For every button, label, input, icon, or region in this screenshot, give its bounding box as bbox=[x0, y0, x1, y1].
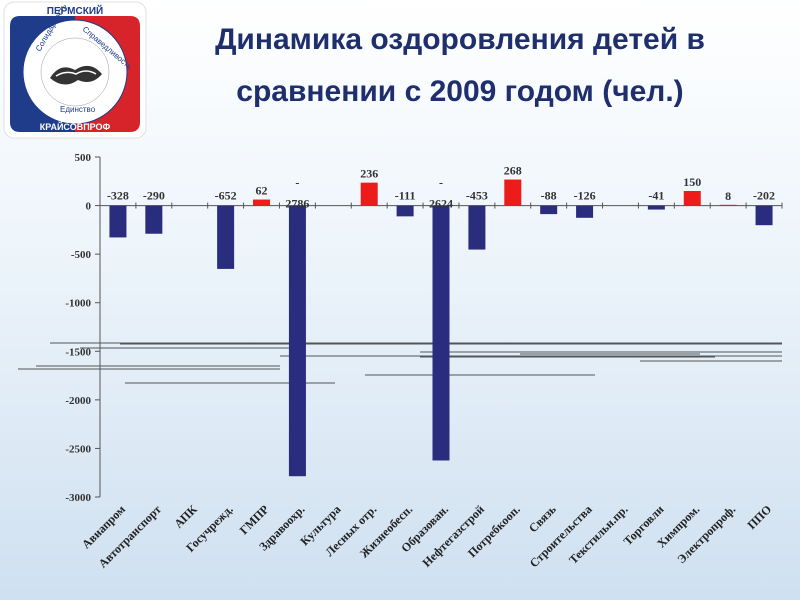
decorative-lines bbox=[18, 342, 782, 384]
data-label: -88 bbox=[541, 189, 557, 203]
category-label: АПК bbox=[171, 502, 200, 531]
data-label: -126 bbox=[574, 189, 596, 203]
y-tick-label: -2000 bbox=[65, 395, 91, 407]
data-label-sign: - bbox=[439, 176, 443, 190]
page-title: Динамика оздоровления детей в сравнении … bbox=[160, 14, 760, 118]
bar bbox=[253, 199, 271, 206]
data-labels: -328 -290 -652 62 - 2786 236 -111 - 2624 -453 268 -8… bbox=[107, 164, 775, 211]
data-label: 62 bbox=[256, 184, 268, 198]
bar bbox=[504, 179, 522, 206]
y-tick-label: -1500 bbox=[65, 346, 91, 358]
category-label: ГМПР bbox=[237, 502, 272, 537]
bars bbox=[109, 179, 773, 477]
bar bbox=[288, 205, 306, 477]
y-tick-label: -2500 bbox=[65, 443, 91, 455]
data-label: -290 bbox=[143, 189, 165, 203]
data-label: -453 bbox=[466, 189, 488, 203]
category-label: ППО bbox=[744, 502, 774, 532]
bar bbox=[683, 191, 701, 206]
title-line-2: сравнении с 2009 годом (чел.) bbox=[236, 75, 684, 108]
bar bbox=[576, 205, 594, 218]
y-tick-label: -3000 bbox=[65, 492, 91, 504]
category-label: Строительства bbox=[527, 502, 595, 570]
category-label: Автотранспорт bbox=[96, 502, 164, 570]
category-label: Связь bbox=[526, 502, 559, 535]
data-label: 8 bbox=[725, 189, 731, 203]
data-label: 236 bbox=[360, 167, 378, 181]
data-label: -328 bbox=[107, 189, 129, 203]
data-label: -111 bbox=[395, 189, 416, 203]
data-label: 2624 bbox=[429, 197, 453, 211]
title-line-1: Динамика оздоровления детей в bbox=[215, 23, 705, 56]
bar bbox=[109, 205, 127, 238]
data-label: 150 bbox=[683, 175, 701, 189]
bar bbox=[432, 205, 450, 461]
logo: ПЕРМСКИЙ КРАЙСОВПРОФ Солидарность Справе… bbox=[0, 0, 150, 140]
logo-ring-word-3: Единство bbox=[60, 105, 96, 114]
bar bbox=[540, 205, 558, 215]
logo-top-text: ПЕРМСКИЙ bbox=[47, 4, 103, 17]
bar bbox=[217, 205, 235, 269]
data-label: -41 bbox=[648, 189, 664, 203]
logo-bottom-text: КРАЙСОВПРОФ bbox=[40, 121, 111, 132]
data-label: -652 bbox=[215, 189, 237, 203]
bar bbox=[145, 205, 163, 234]
y-tick-label: -1000 bbox=[65, 298, 91, 310]
data-label: -202 bbox=[753, 189, 775, 203]
bar bbox=[755, 205, 773, 226]
bar bbox=[468, 205, 486, 250]
y-tick-label: -500 bbox=[71, 249, 92, 261]
bar bbox=[647, 205, 665, 210]
bar bbox=[360, 182, 378, 206]
y-axis: 500 0 -500 -1000 -1500 -2000 -2500 -3000 bbox=[65, 152, 783, 504]
data-label: 268 bbox=[504, 164, 522, 178]
data-label-sign: - bbox=[295, 176, 299, 190]
category-label: Нефтегазстрой bbox=[419, 502, 487, 570]
data-label: 2786 bbox=[285, 197, 309, 211]
y-tick-label: 0 bbox=[86, 201, 92, 213]
y-tick-label: 500 bbox=[75, 152, 92, 164]
bar bbox=[719, 204, 737, 206]
bar bbox=[396, 205, 414, 217]
